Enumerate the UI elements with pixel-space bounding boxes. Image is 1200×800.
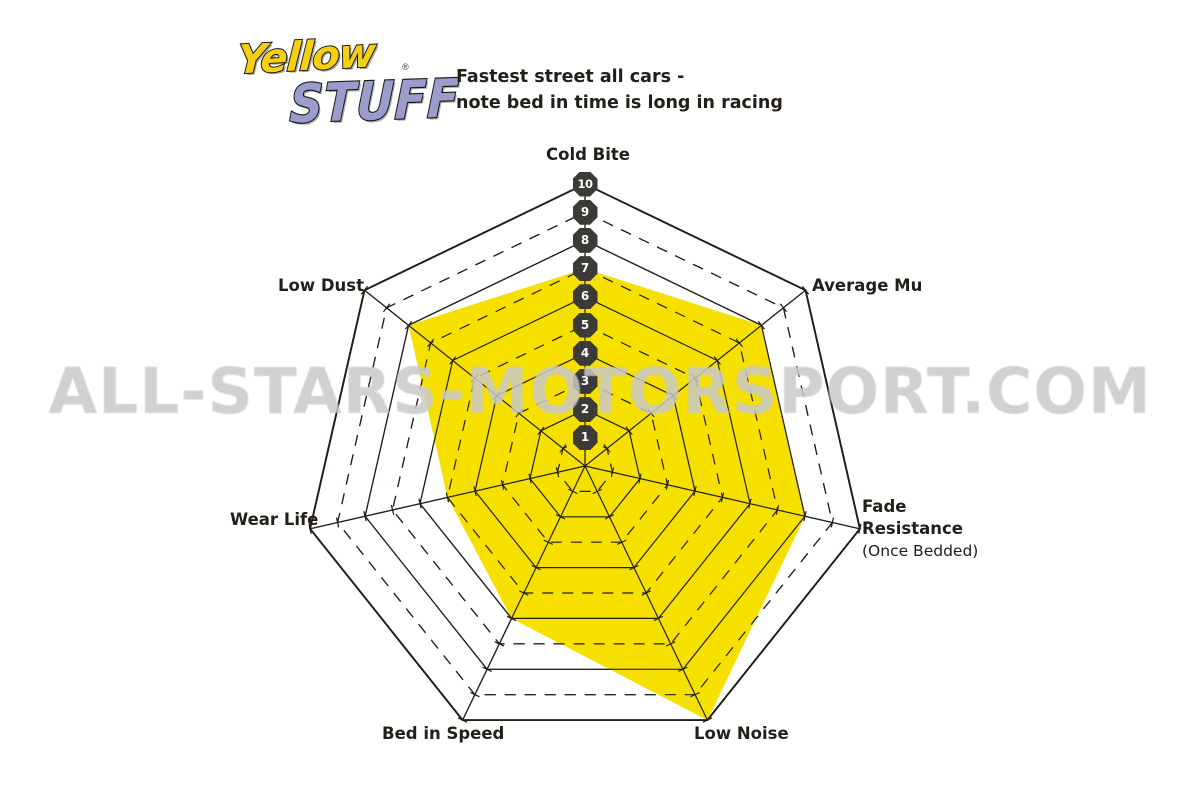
axis-tick-1-4 [669,391,677,400]
axis-tick-6-1 [559,444,567,453]
axis-label-bed-in-speed: Bed in Speed [382,724,505,743]
grid-ring-10 [309,183,861,721]
axis-tick-1-2 [625,426,633,436]
axis-tick-4-4 [531,565,541,571]
axis-tick-3-9 [690,692,700,698]
axis-tick-3-1 [592,488,602,495]
axis-tick-6-6 [449,356,457,365]
axis-tick-3-8 [678,666,688,672]
axis-tick-2-9 [830,517,835,528]
axis-tick-2-1 [610,467,615,478]
axis-tick-5-7 [390,504,395,515]
scale-badge-8: 8 [572,227,598,253]
axis-tick-2-10 [858,523,862,534]
axis-tick-1-3 [647,408,655,418]
axis-tick-5-10 [308,523,312,534]
axis-tick-1-7 [735,338,743,348]
grid-ring-2 [529,408,641,518]
axis-tick-2-4 [693,486,697,497]
axis-tick-3-10 [702,717,713,723]
axis-tick-4-2 [555,514,566,520]
axis-tick-1-6 [713,356,721,365]
grid-rings-overlay [309,183,861,721]
axis-tick-2-3 [665,479,670,490]
axis-tick-5-3 [500,479,505,490]
axis-tick-6-7 [427,338,435,348]
grid-ring-6 [419,296,751,620]
axis-tick-4-10 [457,717,468,723]
data-series-polygon [408,268,805,721]
axis-label-fade-line1: Fade [862,497,907,516]
axis-tickmarks-overlay [308,183,862,723]
axis-label-wear-life: Wear Life [230,510,319,529]
axis-tick-1-8 [757,321,765,330]
axis-tick-4-7 [494,641,505,647]
axis-label-fade-line2: Resistance [862,519,963,538]
axis-tick-3-6 [653,615,664,622]
axis-tick-4-5 [519,590,529,596]
axis-tick-2-5 [720,492,725,503]
scale-badge-7: 7 [572,256,598,282]
axis-tick-6-2 [537,426,545,436]
axis-tick-2-6 [748,498,752,509]
scale-badge-6: 6 [572,284,598,310]
scale-badge-2: 2 [572,397,598,423]
scale-badge-4: 4 [572,340,598,366]
axis-tick-6-3 [515,408,523,418]
axis-tick-2-2 [638,473,642,484]
axis-tick-5-2 [528,473,532,484]
axis-tick-5-4 [473,486,477,497]
axis-label-low-dust: Low Dust [278,276,364,295]
axis-tick-2-7 [775,504,780,515]
scale-badge-5: 5 [572,312,598,338]
axis-tick-5-9 [335,517,340,528]
axis-tick-6-9 [383,303,391,313]
axis-tick-5-5 [445,492,450,503]
axis-tick-4-8 [482,666,492,672]
chart-title: Fastest street all cars - note bed in ti… [456,67,783,113]
scale-badge-9: 9 [572,199,598,225]
axis-tick-1-10 [801,285,810,295]
axis-label-average-mu: Average Mu [812,276,923,295]
axis-tick-6-8 [405,321,413,330]
axis-tick-5-6 [418,498,422,509]
grid-ring-1 [556,437,614,492]
axis-label-cold-bite: Cold Bite [546,145,630,164]
axis-tick-4-3 [543,539,554,545]
axis-tick-3-4 [629,565,639,571]
axis-tick-1-1 [603,444,611,453]
axis-tick-3-7 [665,641,676,647]
grid-ring-9 [336,211,834,696]
axis-tick-1-5 [691,373,699,383]
axis-tick-3-5 [641,590,651,596]
axis-tick-5-8 [363,511,367,522]
axis-tick-4-9 [470,692,480,698]
scale-badge-1: 1 [572,425,598,451]
axis-tick-6-5 [471,373,479,383]
grid-ring-3 [501,380,669,543]
scale-badge-10: 10 [572,171,598,197]
axis-tick-5-1 [555,467,560,478]
axis-label-low-noise: Low Noise [694,724,789,743]
axis-tick-4-6 [506,615,517,622]
axis-label-fade-resistance: Fade Resistance (Once Bedded) [862,496,978,562]
axis-label-fade-sub: (Once Bedded) [862,542,979,560]
axis-tick-4-1 [568,488,578,495]
scale-badge-3: 3 [572,368,598,394]
yellowstuff-logo: Yellow STUFF ® [232,29,463,138]
header-bar: Yellow STUFF ® Fastest street all cars -… [0,0,1200,150]
logo-trademark-icon: ® [402,62,409,72]
axis-tick-3-3 [616,539,627,545]
axis-tick-6-4 [493,391,501,400]
grid-ring-8 [364,239,806,670]
axis-tick-2-8 [803,511,807,522]
axis-tick-1-9 [779,303,787,313]
grid-ring-4 [474,352,696,569]
grid-ring-5 [446,324,724,594]
axis-tick-6-10 [360,285,369,295]
axis-tick-3-2 [604,514,615,520]
